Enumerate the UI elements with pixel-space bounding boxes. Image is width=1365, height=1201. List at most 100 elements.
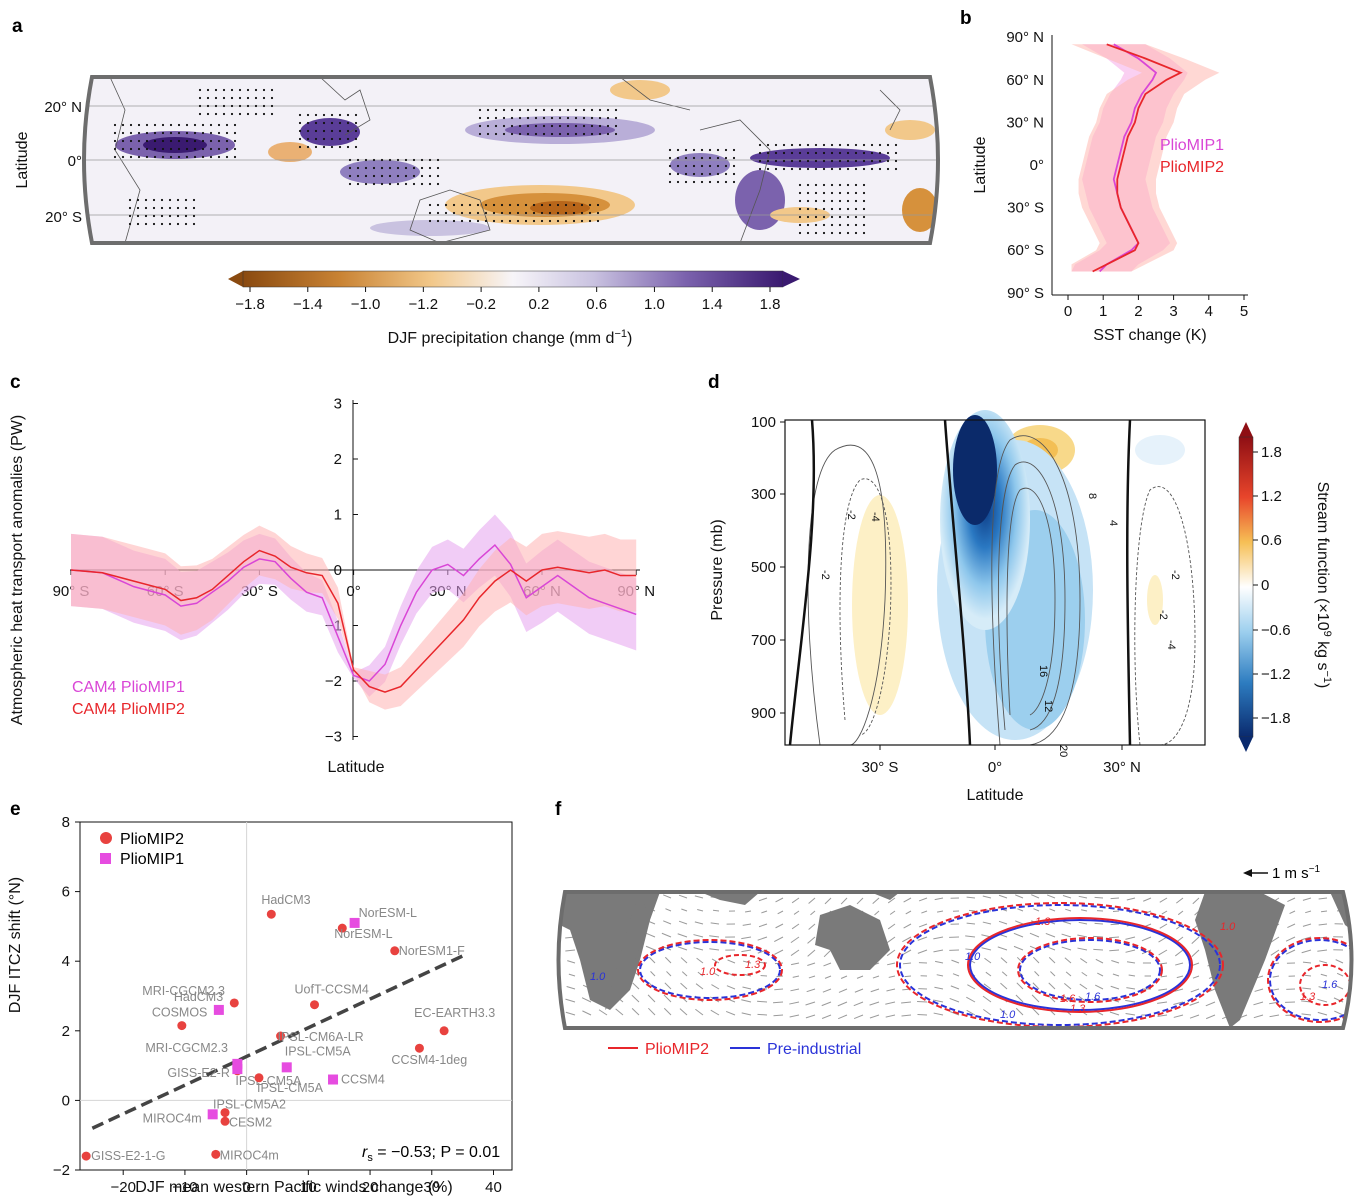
panel-d-xtick: 30° N [1103, 759, 1141, 776]
significance-stipple [177, 215, 179, 217]
significance-stipple [839, 144, 841, 146]
significance-stipple [185, 223, 187, 225]
significance-stipple [453, 212, 455, 214]
panel-b-ytick: 60° S [1007, 242, 1044, 259]
significance-stipple [239, 113, 241, 115]
significance-stipple [823, 208, 825, 210]
significance-stipple [153, 207, 155, 209]
significance-stipple [717, 149, 719, 151]
significance-stipple [685, 149, 687, 151]
significance-stipple [575, 117, 577, 119]
significance-stipple [114, 148, 116, 150]
significance-stipple [226, 124, 228, 126]
legend-b-pliomip1: PlioMIP1 [1160, 137, 1224, 154]
significance-stipple [799, 216, 801, 218]
significance-stipple [565, 204, 567, 206]
significance-stipple [331, 130, 333, 132]
contour-label: 1.0 [1220, 921, 1236, 933]
significance-stipple [863, 208, 865, 210]
wind-vector [1093, 936, 1103, 937]
colorbar-a-tick: −0.2 [466, 296, 496, 313]
significance-stipple [597, 212, 599, 214]
panel-a-ytick: 20° N [44, 99, 82, 116]
significance-stipple [493, 204, 495, 206]
panel-b-ytick: 30° S [1007, 200, 1044, 217]
panel-a-ytick: 20° S [45, 209, 82, 226]
significance-stipple [154, 124, 156, 126]
significance-stipple [381, 183, 383, 185]
significance-stipple [129, 215, 131, 217]
scatter-point-pliomip2 [415, 1044, 424, 1053]
significance-stipple [357, 175, 359, 177]
scatter-point-pliomip1 [282, 1062, 292, 1072]
significance-stipple [231, 97, 233, 99]
significance-stipple [405, 175, 407, 177]
contour-label: 1.3 [745, 959, 761, 971]
significance-stipple [591, 109, 593, 111]
panel-b-xtick: 2 [1134, 303, 1142, 320]
significance-stipple [535, 133, 537, 135]
significance-stipple [733, 149, 735, 151]
significance-stipple [799, 152, 801, 154]
significance-stipple [461, 220, 463, 222]
significance-stipple [429, 212, 431, 214]
significance-stipple [154, 132, 156, 134]
panel-a-ylabel: Latitude [14, 131, 31, 188]
significance-stipple [162, 156, 164, 158]
significance-stipple [331, 146, 333, 148]
significance-stipple [583, 125, 585, 127]
significance-stipple [831, 184, 833, 186]
significance-stipple [210, 132, 212, 134]
significance-stipple [839, 224, 841, 226]
significance-stipple [535, 125, 537, 127]
significance-stipple [445, 212, 447, 214]
significance-stipple [218, 132, 220, 134]
contour-label: 1.3 [1070, 1003, 1086, 1015]
significance-stipple [169, 207, 171, 209]
significance-stipple [831, 224, 833, 226]
colorbar-a-label: DJF precipitation change (mm d−1) [388, 328, 633, 347]
significance-stipple [445, 204, 447, 206]
significance-stipple [307, 114, 309, 116]
significance-stipple [397, 159, 399, 161]
significance-stipple [215, 105, 217, 107]
colorbar-d-tick: 1.8 [1261, 444, 1282, 461]
significance-stipple [709, 149, 711, 151]
significance-stipple [202, 148, 204, 150]
panel-e-ytick: 2 [62, 1023, 70, 1040]
significance-stipple [847, 224, 849, 226]
significance-stipple [503, 125, 505, 127]
significance-stipple [583, 117, 585, 119]
significance-stipple [823, 144, 825, 146]
significance-stipple [607, 125, 609, 127]
scatter-point-pliomip2 [310, 1000, 319, 1009]
panel-d-ytick: 700 [751, 632, 776, 649]
significance-stipple [855, 192, 857, 194]
significance-stipple [479, 109, 481, 111]
significance-stipple [807, 224, 809, 226]
significance-stipple [129, 207, 131, 209]
significance-stipple [323, 122, 325, 124]
significance-stipple [693, 181, 695, 183]
significance-stipple [799, 232, 801, 234]
significance-stipple [847, 208, 849, 210]
significance-stipple [437, 159, 439, 161]
significance-stipple [709, 157, 711, 159]
significance-stipple [871, 160, 873, 162]
panel-c-ytick: −2 [325, 673, 342, 690]
significance-stipple [162, 132, 164, 134]
significance-stipple [581, 220, 583, 222]
significance-stipple [207, 97, 209, 99]
significance-stipple [559, 109, 561, 111]
significance-stipple [405, 159, 407, 161]
panel-d-xtick: 30° S [862, 759, 899, 776]
significance-stipple [725, 165, 727, 167]
significance-stipple [759, 168, 761, 170]
significance-stipple [479, 133, 481, 135]
significance-stipple [193, 215, 195, 217]
significance-stipple [247, 97, 249, 99]
significance-stipple [573, 204, 575, 206]
significance-stipple [170, 156, 172, 158]
significance-stipple [202, 156, 204, 158]
significance-stipple [599, 125, 601, 127]
